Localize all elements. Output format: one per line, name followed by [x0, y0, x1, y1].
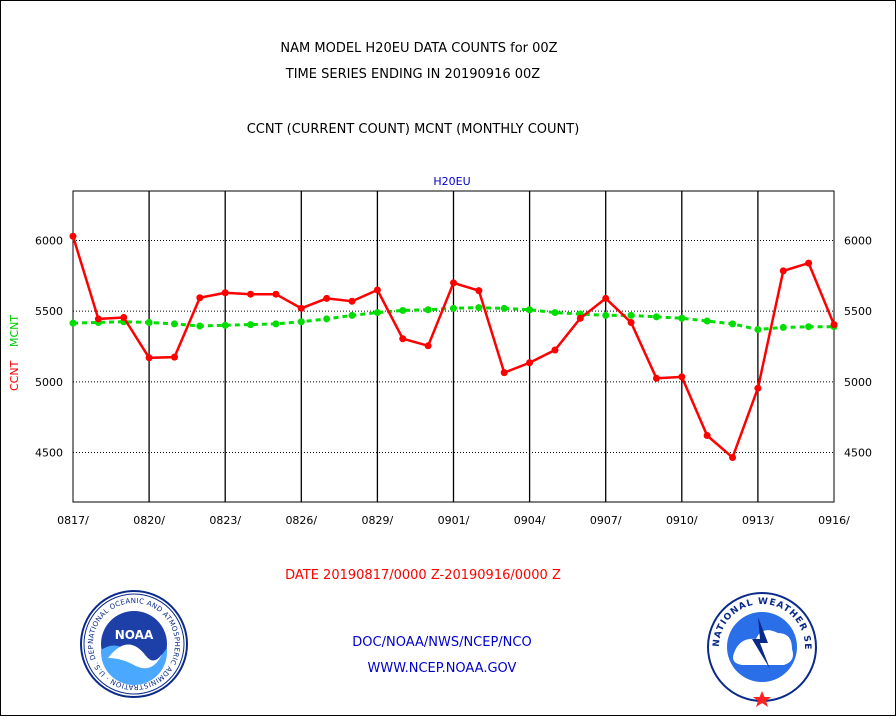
data-point-mcnt — [500, 304, 508, 312]
data-point-mcnt — [475, 304, 483, 312]
data-point-ccnt — [703, 432, 711, 440]
y-tick-labels-right: 4500 5000 5500 6000 — [844, 234, 872, 459]
x-tick-label: 0817/ — [57, 514, 89, 527]
data-point-ccnt — [348, 297, 356, 305]
data-point-ccnt — [729, 453, 737, 461]
nws-logo: NATIONAL WEATHER SERVICE — [707, 592, 817, 707]
data-point-ccnt — [247, 290, 255, 298]
data-point-mcnt — [602, 311, 610, 319]
y-tick-label-left: 5500 — [35, 305, 63, 318]
data-point-mcnt — [551, 309, 559, 317]
data-point-mcnt — [424, 306, 432, 314]
data-point-ccnt — [779, 267, 787, 275]
data-point-ccnt — [221, 289, 229, 297]
series-ccnt — [69, 232, 838, 461]
chart-subtitle: CCNT (CURRENT COUNT) MCNT (MONTHLY COUNT… — [247, 122, 580, 137]
y-tick-label-left: 5000 — [35, 376, 63, 389]
x-tick-label: 0823/ — [209, 514, 241, 527]
data-point-ccnt — [373, 286, 381, 294]
data-point-ccnt — [170, 353, 178, 361]
data-point-ccnt — [652, 374, 660, 382]
y-tick-label-left: 4500 — [35, 447, 63, 460]
data-point-ccnt — [120, 314, 128, 322]
data-point-ccnt — [500, 369, 508, 377]
data-point-ccnt — [754, 384, 762, 392]
data-point-mcnt — [678, 314, 686, 322]
y-axis-label-mcnt: MCNT — [8, 315, 21, 347]
data-point-ccnt — [323, 294, 331, 302]
y-tick-label-right: 5500 — [844, 305, 872, 318]
data-point-mcnt — [779, 323, 787, 331]
x-tick-labels: 0817/0820/0823/0826/0829/0901/0904/0907/… — [57, 514, 850, 527]
org-line: DOC/NOAA/NWS/NCEP/NCO — [352, 635, 531, 650]
data-point-mcnt — [526, 306, 534, 314]
data-point-ccnt — [805, 259, 813, 267]
y-tick-labels-left: 4500 5000 5500 6000 — [35, 234, 63, 459]
data-point-ccnt — [196, 294, 204, 302]
y-axis-label: CCNT MCNT — [8, 315, 21, 391]
data-point-ccnt — [297, 304, 305, 312]
y-axis-label-ccnt: CCNT — [8, 360, 21, 391]
x-tick-label: 0904/ — [514, 514, 546, 527]
data-point-ccnt — [576, 314, 584, 322]
data-point-mcnt — [703, 317, 711, 325]
data-point-ccnt — [526, 359, 534, 367]
data-point-ccnt — [69, 232, 77, 240]
chart-title-line2: TIME SERIES ENDING IN 20190916 00Z — [285, 67, 541, 82]
url-line: WWW.NCEP.NOAA.GOV — [368, 661, 517, 676]
data-point-ccnt — [272, 290, 280, 298]
x-tick-label: 0829/ — [362, 514, 394, 527]
y-tick-label-right: 5000 — [844, 376, 872, 389]
data-point-mcnt — [196, 322, 204, 330]
data-point-ccnt — [678, 373, 686, 381]
data-point-ccnt — [450, 279, 457, 287]
grid-lines — [73, 191, 834, 502]
y-tick-label-right: 4500 — [844, 447, 872, 460]
data-point-mcnt — [729, 320, 737, 328]
y-tick-label-left: 6000 — [35, 234, 63, 247]
plot-title: H20EU — [433, 175, 470, 188]
x-tick-label: 0910/ — [666, 514, 698, 527]
data-point-ccnt — [475, 287, 483, 295]
data-point-mcnt — [373, 309, 381, 317]
data-point-mcnt — [450, 304, 457, 312]
data-point-ccnt — [602, 294, 610, 302]
data-point-mcnt — [247, 321, 255, 329]
data-point-mcnt — [323, 315, 331, 323]
data-point-ccnt — [830, 321, 838, 329]
y-tick-label-right: 6000 — [844, 234, 872, 247]
data-point-ccnt — [627, 318, 635, 326]
data-point-mcnt — [805, 323, 813, 331]
x-tick-label: 0916/ — [818, 514, 850, 527]
data-point-ccnt — [424, 342, 432, 350]
x-tick-label: 0901/ — [438, 514, 470, 527]
x-tick-label: 0907/ — [590, 514, 622, 527]
data-point-mcnt — [348, 311, 356, 319]
data-point-mcnt — [272, 320, 280, 328]
x-tick-label: 0826/ — [285, 514, 317, 527]
data-point-mcnt — [399, 306, 407, 314]
x-tick-label: 0820/ — [133, 514, 165, 527]
data-point-mcnt — [297, 318, 305, 326]
data-point-ccnt — [551, 346, 559, 354]
data-point-mcnt — [145, 318, 153, 326]
data-point-ccnt — [145, 354, 153, 362]
noaa-logo: NATIONAL OCEANIC AND ATMOSPHERIC ADMINIS… — [80, 590, 188, 698]
noaa-logo-text: NOAA — [115, 628, 154, 642]
x-tick-label: 0913/ — [742, 514, 774, 527]
data-point-mcnt — [754, 326, 762, 334]
data-point-mcnt — [627, 311, 635, 319]
date-range-label: DATE 20190817/0000 Z-20190916/0000 Z — [285, 568, 561, 583]
data-point-mcnt — [652, 313, 660, 321]
data-point-mcnt — [69, 319, 77, 327]
data-point-mcnt — [170, 320, 178, 328]
data-point-ccnt — [94, 315, 102, 323]
data-point-ccnt — [399, 335, 407, 343]
data-point-mcnt — [221, 321, 229, 329]
chart-title-line1: NAM MODEL H20EU DATA COUNTS for 00Z — [280, 41, 557, 56]
